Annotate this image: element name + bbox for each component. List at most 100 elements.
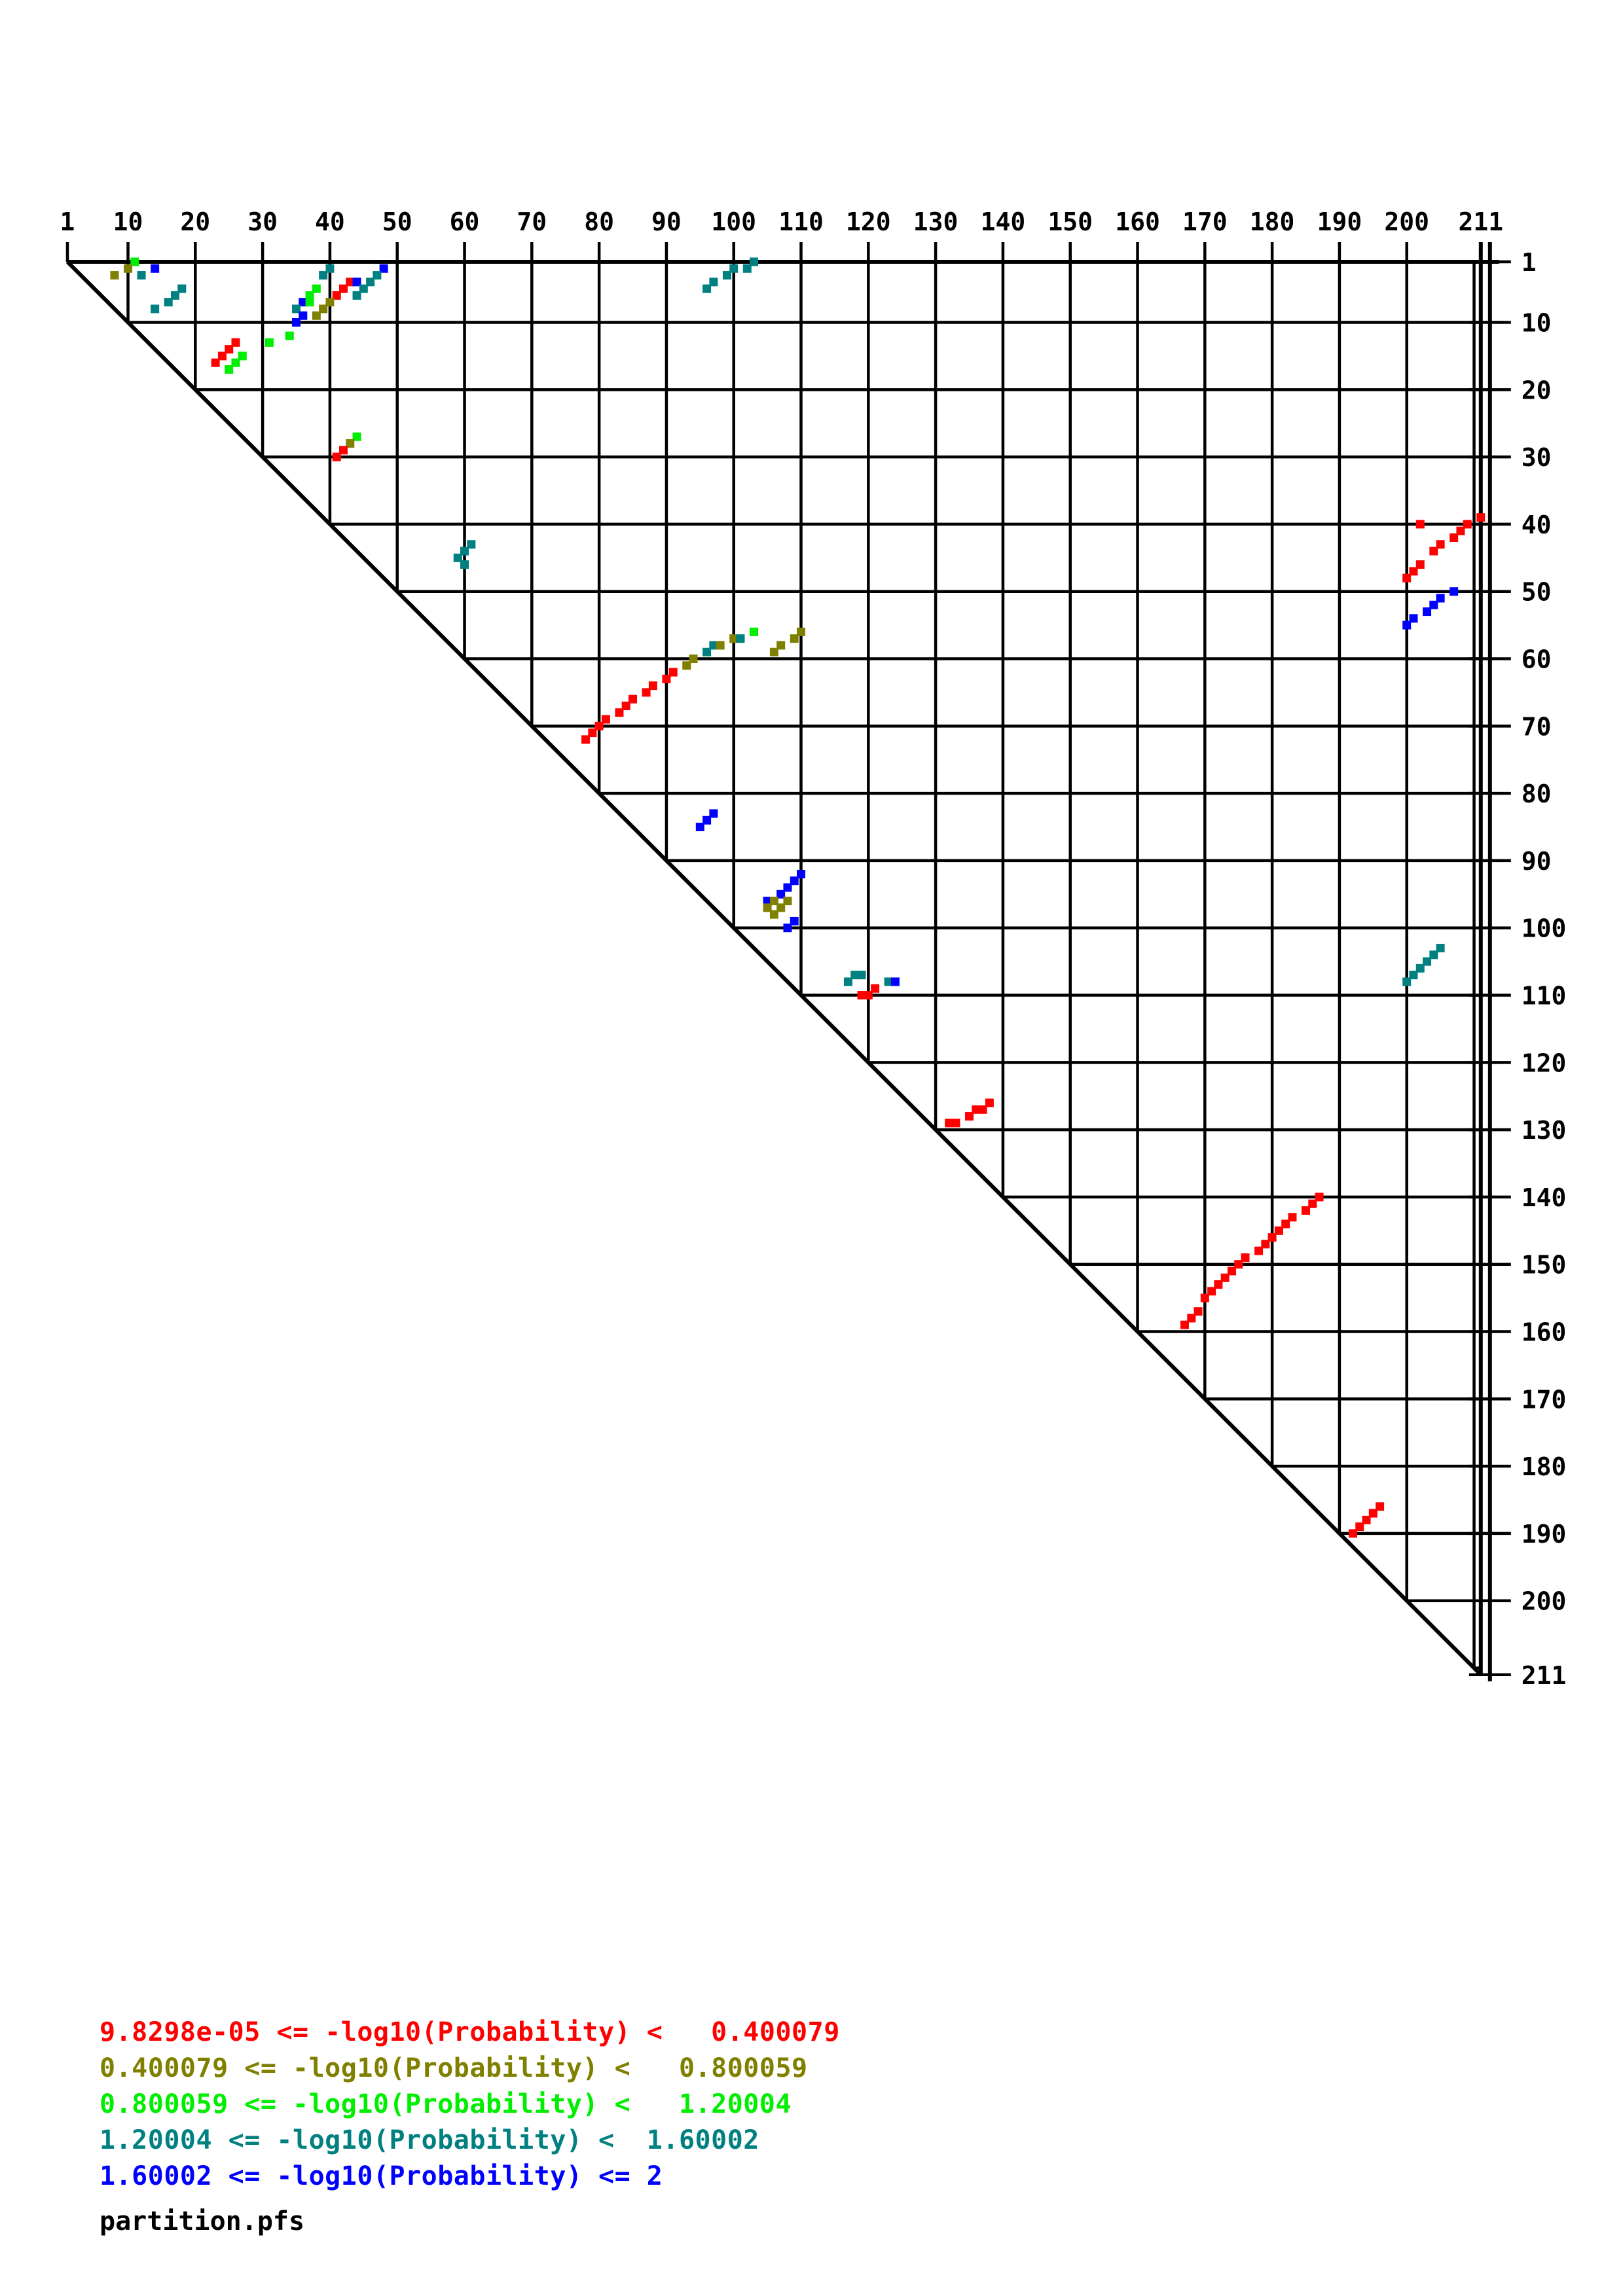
y-tick-label-160: 160 <box>1522 1318 1567 1347</box>
base-pair-dot <box>843 977 852 986</box>
base-pair-dot <box>629 694 638 704</box>
base-pair-dot <box>763 897 772 906</box>
base-pair-dot <box>884 977 893 986</box>
base-pair-dot <box>346 278 355 287</box>
base-pair-dot <box>783 883 792 892</box>
x-tick-label-170: 170 <box>1182 207 1228 236</box>
base-pair-dot <box>151 304 160 314</box>
base-pair-dot <box>978 1105 987 1114</box>
base-pair-dot <box>238 351 247 361</box>
base-pair-dot <box>1415 560 1425 569</box>
base-pair-dot <box>1234 1260 1243 1269</box>
base-pair-dot <box>1241 1253 1250 1262</box>
base-pair-dot <box>292 318 301 327</box>
x-tick-label-200: 200 <box>1384 207 1429 236</box>
base-pair-dot <box>1415 520 1425 529</box>
base-pair-dot <box>1281 1219 1290 1229</box>
base-pair-dot <box>871 984 880 993</box>
base-pair-dot <box>319 271 328 280</box>
base-pair-dot <box>1187 1314 1196 1323</box>
legend-entry-bin3: 0.800059 <= -log10(Probability) < 1.2000… <box>100 2089 792 2119</box>
x-tick-label-10: 10 <box>113 207 143 236</box>
base-pair-dot <box>352 432 361 441</box>
y-axis-tick-labels: 1102030405060708090100110120130140150160… <box>1522 248 1567 1690</box>
base-pair-dot <box>1450 587 1459 596</box>
base-pair-dot <box>588 728 597 738</box>
grid-lines <box>126 262 1481 1670</box>
base-pair-dot <box>951 1119 960 1128</box>
base-pair-dot <box>299 311 308 320</box>
base-pair-dot <box>783 897 792 906</box>
base-pair-dot <box>594 721 604 730</box>
base-pair-dot <box>729 634 739 643</box>
x-tick-label-150: 150 <box>1048 207 1093 236</box>
base-pair-dot <box>225 365 234 374</box>
base-pair-dot <box>130 257 139 266</box>
base-pair-dots <box>110 257 1486 1538</box>
base-pair-dot <box>1436 540 1445 549</box>
y-tick-label-60: 60 <box>1522 645 1552 674</box>
base-pair-dot <box>783 924 792 933</box>
y-tick-label-70: 70 <box>1522 712 1552 741</box>
base-pair-dot <box>702 647 712 656</box>
base-pair-dot <box>736 634 745 643</box>
base-pair-dot <box>453 553 462 562</box>
base-pair-dot <box>305 291 314 300</box>
base-pair-dot <box>776 641 786 650</box>
x-tick-label-1: 1 <box>60 207 75 236</box>
base-pair-dot <box>621 701 630 710</box>
base-pair-dot <box>1348 1529 1357 1538</box>
x-tick-label-70: 70 <box>517 207 547 236</box>
y-tick-label-50: 50 <box>1522 578 1552 607</box>
base-pair-dot <box>722 271 731 280</box>
base-pair-dot <box>1450 533 1459 542</box>
base-pair-dot <box>124 264 133 273</box>
base-pair-dot <box>763 903 772 912</box>
base-pair-dot <box>850 971 860 980</box>
base-pair-dot <box>225 345 234 354</box>
base-pair-dot <box>292 304 301 314</box>
base-pair-dot <box>170 291 179 300</box>
x-tick-label-60: 60 <box>450 207 480 236</box>
base-pair-dot <box>857 991 866 1000</box>
plot-border <box>67 242 1499 1681</box>
x-tick-label-110: 110 <box>778 207 824 236</box>
legend-entry-bin5: 1.60002 <= -log10(Probability) <= 2 <box>100 2161 663 2191</box>
base-pair-dot <box>1315 1193 1324 1202</box>
base-pair-dot <box>1409 567 1418 576</box>
x-tick-label-40: 40 <box>315 207 345 236</box>
y-tick-label-190: 190 <box>1522 1520 1567 1549</box>
x-tick-label-50: 50 <box>382 207 412 236</box>
base-pair-dot <box>1194 1307 1203 1316</box>
x-axis-tick-labels: 1 10 20 30 40 50 60 70 80 90 100 110 120 130 140 150 160… <box>60 207 1504 236</box>
base-pair-dot <box>689 655 698 664</box>
base-pair-dot <box>1423 607 1432 617</box>
base-pair-dot <box>151 264 160 273</box>
base-pair-dot <box>945 1119 954 1128</box>
y-tick-label-20: 20 <box>1522 376 1552 404</box>
base-pair-dot <box>1220 1273 1230 1282</box>
x-tick-label-160: 160 <box>1115 207 1160 236</box>
base-pair-dot <box>352 291 361 300</box>
y-tick-label-120: 120 <box>1522 1049 1567 1077</box>
y-tick-label-80: 80 <box>1522 780 1552 808</box>
legend-entry-bin2: 0.400079 <= -log10(Probability) < 0.8000… <box>100 2053 808 2083</box>
base-pair-dot <box>110 271 119 280</box>
source-file-label: partition.pfs <box>100 2206 305 2236</box>
base-pair-dot <box>299 298 308 307</box>
base-pair-dot <box>601 715 610 724</box>
base-pair-dot <box>1402 573 1412 583</box>
base-pair-dot <box>1254 1246 1264 1255</box>
base-pair-dot <box>972 1105 981 1114</box>
base-pair-dot <box>1436 944 1445 953</box>
base-pair-dot <box>379 264 388 273</box>
base-pair-dot <box>729 264 739 273</box>
x-tick-label-211: 211 <box>1458 207 1503 236</box>
base-pair-dot <box>1362 1515 1371 1524</box>
base-pair-dot <box>359 284 368 293</box>
y-tick-label-100: 100 <box>1522 914 1567 943</box>
x-tick-label-30: 30 <box>247 207 278 236</box>
base-pair-dot <box>325 264 335 273</box>
base-pair-dot <box>1429 600 1438 609</box>
base-pair-dot <box>312 284 321 293</box>
